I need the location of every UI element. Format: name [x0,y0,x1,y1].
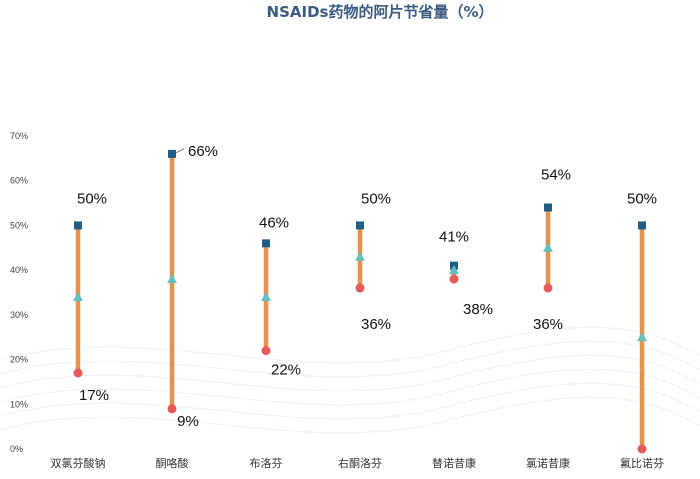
y-tick-label: 0% [10,444,23,454]
high-value-label: 50% [627,190,657,207]
high-marker [544,203,552,212]
x-category-label: 双氯芬酸钠 [51,456,106,470]
low-marker [637,444,647,454]
low-marker [261,346,271,356]
high-value-label: 41% [439,229,469,246]
x-category-label: 布洛芬 [250,456,283,470]
high-value-label: 50% [361,190,391,207]
low-marker [167,404,177,414]
label-leader-line [175,148,185,154]
x-category-label: 替诺昔康 [432,456,476,470]
high-value-label: 50% [77,190,107,207]
background-decoration [0,326,700,434]
x-axis: 双氯芬酸钠 酮咯酸 布洛芬 右酮洛芬 替诺昔康 氯诺昔康 氟比诺芬 [51,456,665,470]
y-tick-label: 40% [10,265,28,275]
low-marker [449,274,459,284]
low-value-label: 17% [79,387,109,404]
mid-marker [261,291,271,301]
y-tick-label: 70% [10,131,28,141]
low-value-label: 9% [177,413,199,430]
y-tick-label: 60% [10,176,28,186]
mid-marker [355,251,365,261]
background-wave [0,340,700,378]
low-value-label: 38% [463,301,493,318]
chart-title: NSAIDs药物的阿片节省量（%） [267,3,494,21]
y-axis: 0% 10% 20% 30% 40% 50% 60% 70% [10,131,28,454]
x-category-label: 酮咯酸 [156,456,189,470]
high-value-label: 54% [541,167,571,184]
x-category-label: 氯诺昔康 [526,456,570,470]
low-marker [73,368,83,378]
high-marker [638,221,646,230]
high-marker [168,149,176,158]
plot-area: 50% 17% 66% 9% 46% 22% 50% 36% 41% 38% 54% 36% 50% [73,143,657,454]
mid-marker [73,291,83,301]
mid-marker [167,274,177,284]
low-value-label: 36% [533,316,563,333]
high-value-label: 46% [259,214,289,231]
low-value-label: 36% [361,316,391,333]
x-category-label: 氟比诺芬 [620,457,664,470]
y-tick-label: 30% [10,310,28,320]
high-value-label: 66% [188,143,218,160]
y-tick-label: 50% [10,220,28,230]
y-tick-label: 10% [10,399,28,409]
low-marker [543,283,553,293]
high-marker [262,239,270,248]
low-value-label: 22% [271,362,301,379]
high-marker [356,221,364,230]
low-marker [355,283,365,293]
x-category-label: 右酮洛芬 [338,456,382,470]
mid-marker [637,332,647,342]
mid-marker [449,265,459,275]
background-wave [0,326,700,364]
high-marker [74,221,82,230]
mid-marker [543,242,553,252]
background-wave [0,354,700,392]
y-tick-label: 20% [10,355,28,365]
